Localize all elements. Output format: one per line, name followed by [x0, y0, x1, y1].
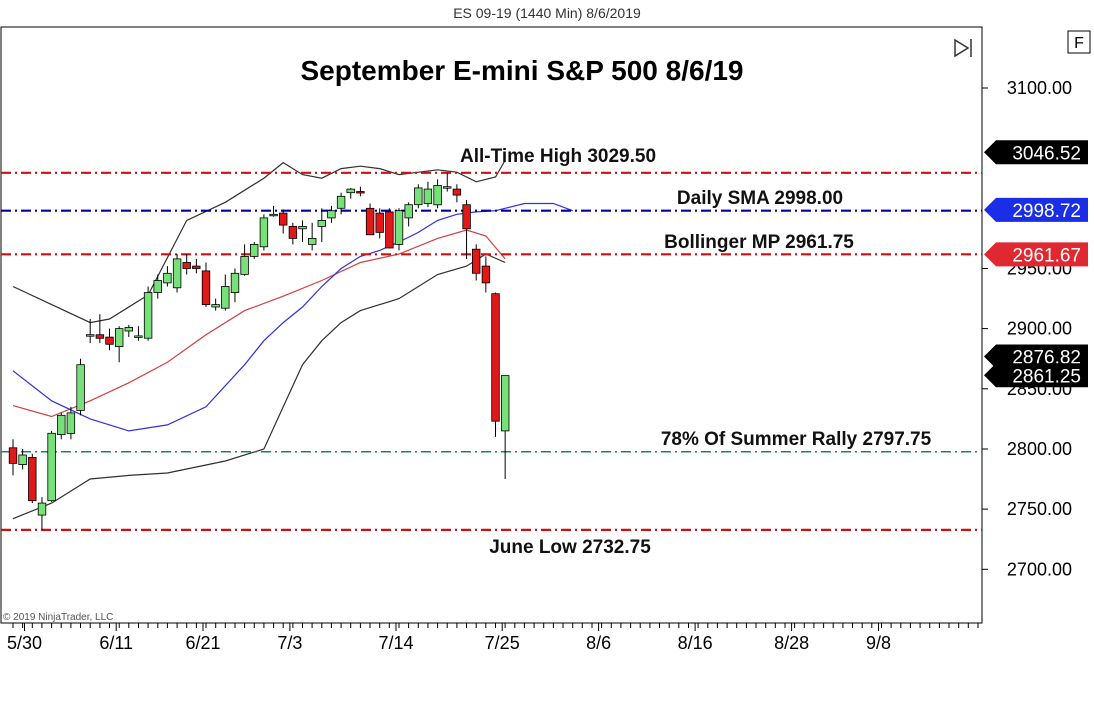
candle	[317, 208, 326, 242]
x-axis-ticks	[12, 623, 979, 628]
levels-group	[1, 171, 982, 532]
f-button-label: F	[1074, 35, 1084, 52]
candle	[153, 274, 162, 299]
price-marker-1: 2998.72	[984, 197, 1088, 222]
x-axis-labels: 5/30 6/11 6/21 7/3 7/14 7/25 8/6 8/16 8/28 9/8	[7, 623, 891, 653]
price-marker-0: 3046.52	[984, 140, 1088, 165]
candle	[105, 328, 114, 351]
candle	[336, 192, 346, 215]
chart-title: September E-mini S&P 500 8/6/19	[300, 55, 743, 86]
x-tick-label: 6/21	[185, 633, 220, 653]
price-marker-label: 2961.67	[1012, 245, 1081, 266]
candle	[423, 181, 433, 208]
candle	[8, 439, 18, 476]
price-marker-label: 2876.82	[1012, 348, 1081, 369]
copyright-text: © 2019 NinjaTrader, LLC	[3, 612, 113, 623]
candle	[298, 220, 307, 242]
candle	[385, 208, 394, 249]
y-tick-label: 2900.00	[1007, 319, 1072, 339]
level-label-daily-sma: Daily SMA 2998.00	[677, 188, 843, 209]
candle	[115, 326, 124, 363]
candle	[47, 430, 56, 502]
candle	[76, 358, 85, 416]
candle	[462, 199, 471, 259]
candle	[452, 184, 462, 203]
candle	[95, 314, 105, 344]
candle	[192, 258, 201, 274]
window-title: ES 09-19 (1440 Min) 8/6/2019	[453, 5, 641, 21]
candle	[288, 222, 298, 245]
x-tick-label: 5/30	[7, 633, 42, 653]
candle	[66, 406, 76, 440]
price-marker-4: 2861.25	[984, 363, 1088, 388]
candle	[327, 205, 336, 223]
price-marker-label: 2861.25	[1012, 366, 1081, 387]
level-label-all-time-high: All-Time High 3029.50	[460, 146, 656, 167]
bollinger-lower-line	[12, 253, 506, 520]
x-tick-label: 8/16	[678, 633, 713, 653]
x-tick-label: 6/11	[99, 633, 133, 653]
candles-group	[8, 173, 510, 530]
candle	[307, 222, 317, 251]
level-label-june-low: June Low 2732.75	[489, 537, 651, 558]
candle	[249, 242, 259, 259]
price-marker-2: 2961.67	[984, 242, 1088, 267]
scroll-to-end-icon[interactable]	[954, 38, 972, 58]
candle	[37, 497, 47, 530]
candle	[365, 203, 375, 236]
bollinger-upper-line	[12, 159, 506, 324]
candle	[500, 375, 510, 479]
price-marker-label: 2998.72	[1012, 201, 1081, 222]
candle	[278, 209, 288, 234]
candle	[172, 254, 182, 293]
candle	[471, 244, 481, 281]
candle	[414, 184, 423, 209]
candle	[134, 326, 143, 341]
candle	[57, 412, 66, 440]
candle	[491, 292, 500, 437]
price-marker-3: 2876.82	[984, 344, 1088, 369]
candle	[259, 214, 269, 251]
candle	[28, 453, 37, 504]
level-label-bollinger-mp: Bollinger MP 2961.75	[664, 232, 854, 253]
level-label-summer-rally: 78% Of Summer Rally 2797.75	[661, 429, 932, 450]
x-tick-label: 9/8	[866, 633, 891, 653]
candle	[394, 208, 404, 251]
x-tick-label: 7/14	[378, 633, 413, 653]
candle	[269, 205, 278, 217]
candle	[442, 173, 452, 192]
candle	[404, 202, 413, 227]
y-tick-label: 3100.00	[1007, 78, 1072, 98]
candle	[201, 262, 211, 307]
x-tick-label: 7/25	[485, 633, 520, 653]
candle	[86, 319, 95, 344]
candle	[240, 244, 249, 276]
candle	[481, 256, 491, 293]
candle	[230, 268, 240, 303]
y-tick-label: 2700.00	[1007, 559, 1072, 579]
candle	[356, 186, 365, 197]
candle	[221, 274, 230, 311]
price-marker-label: 3046.52	[1012, 143, 1081, 164]
y-tick-label: 2750.00	[1007, 499, 1072, 519]
candle	[375, 208, 384, 239]
candle	[143, 286, 153, 341]
candle	[163, 266, 172, 287]
x-tick-label: 8/28	[774, 633, 809, 653]
y-tick-label: 2800.00	[1007, 439, 1072, 459]
x-tick-label: 7/3	[277, 633, 302, 653]
candle	[433, 179, 442, 209]
candle	[18, 449, 27, 470]
candle	[211, 298, 220, 311]
candle	[182, 254, 191, 275]
candle	[346, 187, 355, 199]
x-tick-label: 8/6	[586, 633, 611, 653]
candle	[124, 325, 133, 338]
f-button[interactable]: F	[1067, 30, 1091, 54]
bollinger-middle-line	[12, 229, 506, 418]
